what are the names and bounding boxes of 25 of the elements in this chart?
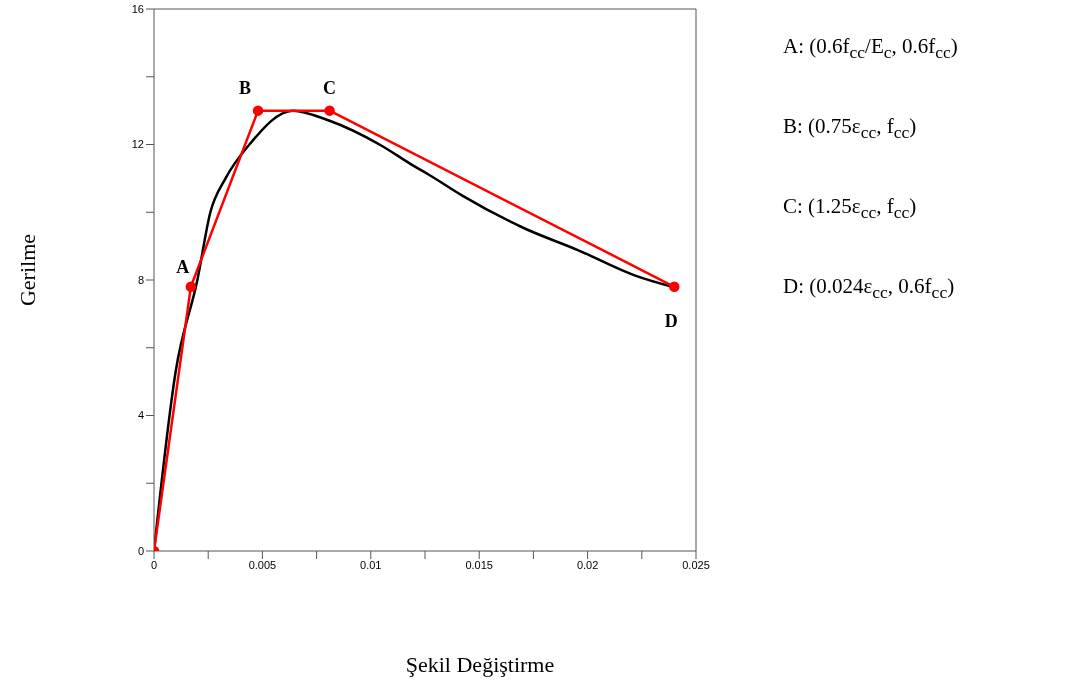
x-tick-label: 0.005 bbox=[248, 558, 277, 571]
annotation: A bbox=[176, 256, 190, 277]
x-tick-label: 0.01 bbox=[360, 558, 382, 571]
annotation: C bbox=[323, 77, 337, 98]
text: A: (0.6f$_{cc}$/E$_{c}$, 0.6f$_{cc}$) bbox=[783, 34, 958, 64]
point bbox=[185, 281, 197, 293]
point bbox=[669, 281, 680, 293]
y-tick-label: 0 bbox=[137, 544, 144, 557]
text: D: (0.024ε$_{cc}$, 0.6f$_{cc}$) bbox=[783, 274, 955, 304]
point bbox=[252, 105, 264, 116]
x-tick-label: 0 bbox=[150, 558, 158, 571]
x-tick-label: 0.02 bbox=[576, 558, 599, 571]
y-tick-label: 8 bbox=[137, 273, 144, 286]
y-tick-label: 12 bbox=[131, 138, 144, 151]
x-tick-label: 0.015 bbox=[465, 558, 493, 571]
y-tick-label: 4 bbox=[137, 409, 144, 422]
annotation: B bbox=[239, 77, 252, 98]
y-axis-title: Gerilme bbox=[15, 233, 41, 307]
x-tick-label: 0.025 bbox=[682, 558, 710, 571]
y-tick-label: 16 bbox=[131, 2, 144, 15]
x-axis-title: Şekil Değiştirme bbox=[404, 652, 556, 678]
annotation: D bbox=[664, 310, 678, 331]
text: B: (0.75ε$_{cc}$, f$_{cc}$) bbox=[783, 114, 917, 144]
point bbox=[324, 105, 335, 116]
text: C: (1.25ε$_{cc}$, f$_{cc}$) bbox=[783, 194, 917, 224]
